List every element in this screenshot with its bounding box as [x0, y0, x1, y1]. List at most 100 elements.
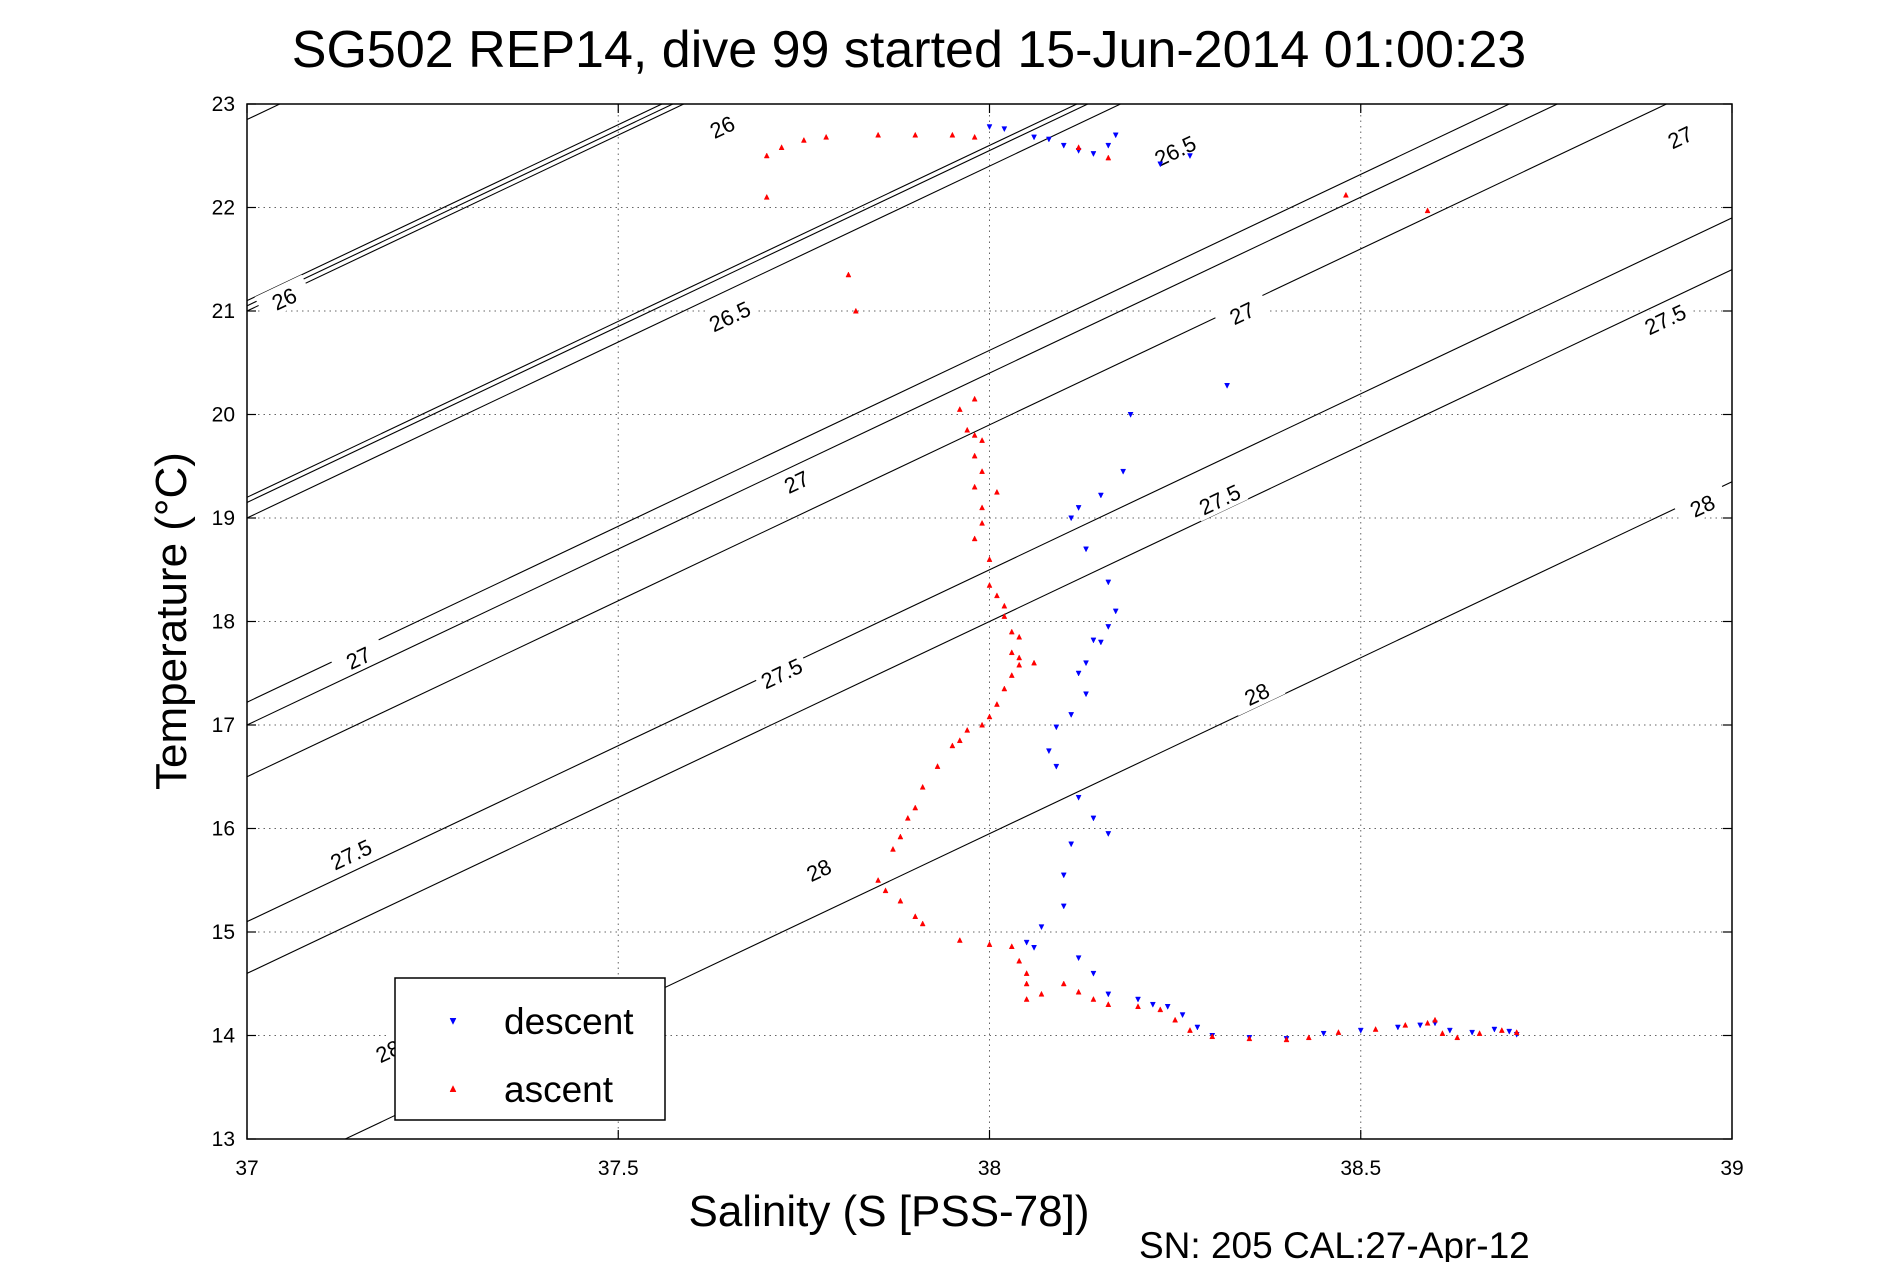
- ascent-point: [1342, 191, 1349, 198]
- descent-point: [1083, 691, 1089, 698]
- descent-point: [1060, 903, 1067, 910]
- descent-point: [1105, 831, 1112, 837]
- ascent-point: [852, 307, 859, 314]
- contour-line-27: [247, 104, 1511, 703]
- contour-label-bg: [1650, 113, 1709, 160]
- ascent-point: [964, 426, 971, 433]
- ascent-point: [1090, 995, 1097, 1002]
- ascent-point: [1439, 1030, 1446, 1036]
- contour-label-bg: [254, 274, 313, 321]
- ascent-point: [949, 131, 956, 138]
- ascent-point: [1008, 672, 1015, 678]
- ascent-point: [800, 136, 807, 143]
- ascent-point: [1008, 628, 1015, 635]
- x-tick-label: 38: [978, 1157, 1001, 1180]
- contour-line-26-5: [247, 104, 1079, 498]
- ascent-point: [971, 133, 978, 140]
- ascent-point: [912, 804, 919, 811]
- y-tick-label: 14: [212, 1025, 236, 1048]
- ascent-point: [1016, 633, 1023, 640]
- ascent-point: [1038, 990, 1045, 997]
- ascent-point: [897, 833, 904, 840]
- ascent-point: [1016, 661, 1023, 668]
- ascent-point: [979, 721, 985, 728]
- descent-point: [1060, 142, 1067, 149]
- y-tick-label: 23: [212, 93, 235, 116]
- grid: [247, 104, 1732, 1139]
- descent-point: [1031, 945, 1037, 951]
- y-tick-label: 17: [212, 714, 235, 737]
- ascent-point: [1016, 957, 1023, 964]
- y-tick-label: 19: [212, 507, 235, 530]
- contour-label-bg: [1145, 126, 1204, 173]
- descent-point: [1394, 1024, 1401, 1031]
- contour-label-bg: [789, 846, 848, 892]
- ascent-point: [971, 431, 978, 438]
- ascent-point: [912, 131, 919, 138]
- descent-point: [1075, 794, 1082, 801]
- descent-point: [1053, 763, 1060, 770]
- ascent-point: [986, 581, 993, 588]
- descent-point: [1031, 134, 1037, 141]
- descent-point: [1112, 132, 1119, 139]
- ascent-point: [845, 271, 852, 278]
- contour-line-27-5: [247, 104, 1559, 726]
- ascent-point: [979, 437, 985, 443]
- ascent-point: [986, 941, 993, 947]
- ascent-point: [1008, 943, 1015, 949]
- contour-label-bg: [752, 649, 811, 696]
- descent-point: [1105, 624, 1112, 630]
- descent-point: [1083, 546, 1089, 553]
- y-tick-label: 18: [212, 611, 235, 634]
- legend: descent ascent: [394, 977, 666, 1121]
- ascent-point: [971, 535, 978, 542]
- descent-point: [1090, 151, 1097, 157]
- descent-point: [1068, 841, 1075, 848]
- descent-point: [1075, 505, 1082, 511]
- descent-point: [1090, 815, 1097, 822]
- ascent-point: [1016, 654, 1023, 661]
- descent-point: [1187, 153, 1193, 160]
- contour-line-28: [247, 104, 1668, 778]
- ascent-point: [1023, 970, 1030, 976]
- descent-point: [1105, 991, 1112, 998]
- ascent-point: [979, 504, 985, 511]
- y-tick-label: 16: [212, 818, 235, 841]
- descent-point: [1060, 872, 1067, 879]
- y-tick-label: 21: [212, 300, 235, 323]
- x-axis-label: Salinity (S [PSS-78]): [688, 1187, 1089, 1236]
- ascent-point: [971, 452, 978, 459]
- data-points: [763, 124, 1520, 1043]
- contour-label-bg: [1190, 475, 1249, 522]
- legend-box: [394, 977, 666, 1121]
- descent-point: [1149, 1001, 1156, 1008]
- ascent-point: [823, 133, 830, 140]
- ascent-point: [994, 700, 1000, 707]
- descent-point: [1045, 748, 1052, 755]
- descent-point: [1446, 1027, 1453, 1034]
- x-tick-label: 37.5: [598, 1157, 639, 1180]
- ascent-point: [919, 920, 926, 927]
- descent-point: [1068, 712, 1075, 718]
- ascent-point: [1135, 1003, 1141, 1010]
- legend-label-descent: descent: [504, 1001, 634, 1042]
- ascent-point: [979, 519, 985, 526]
- ascent-point: [1172, 1016, 1179, 1023]
- ascent-point: [1075, 144, 1082, 150]
- ascent-point: [763, 193, 770, 200]
- descent-point: [1127, 412, 1134, 418]
- ascent-point: [1305, 1034, 1312, 1041]
- ascent-point: [994, 592, 1000, 599]
- ascent-point: [875, 876, 882, 883]
- ascent-point: [1372, 1025, 1379, 1032]
- descent-point: [1417, 1022, 1424, 1029]
- descent-point: [1357, 1027, 1364, 1034]
- ascent-point: [1001, 602, 1008, 609]
- descent-point: [1023, 939, 1030, 946]
- ascent-point: [979, 468, 985, 474]
- descent-point: [1320, 1030, 1327, 1037]
- contour-line-27: [247, 104, 664, 302]
- ascent-point: [956, 737, 963, 744]
- descent-point: [986, 124, 993, 131]
